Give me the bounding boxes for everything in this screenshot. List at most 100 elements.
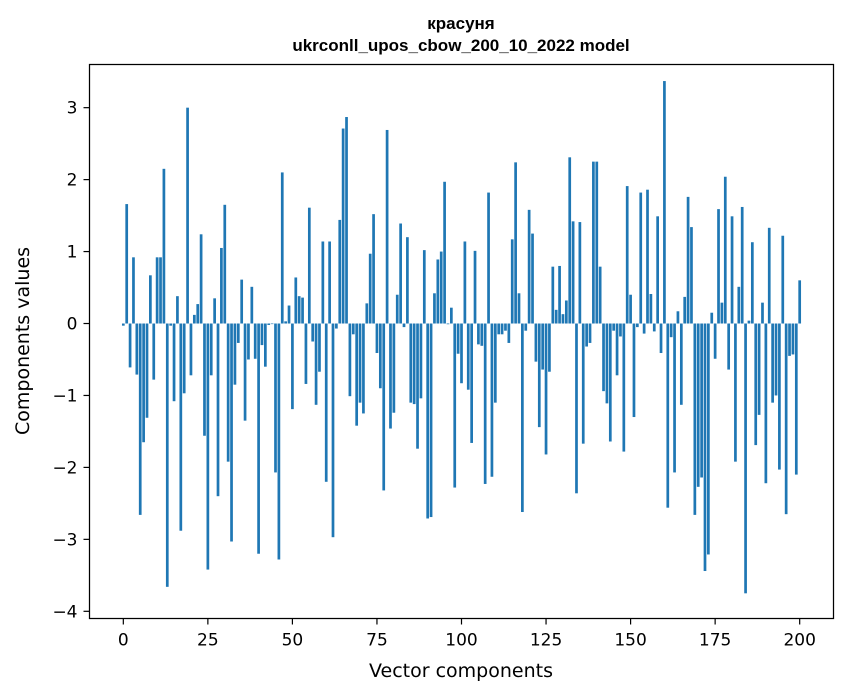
bar [602, 323, 605, 392]
bar [612, 323, 616, 331]
x-tick-label: 150 [614, 631, 646, 651]
bar [730, 216, 734, 324]
bar [294, 277, 298, 324]
bar [720, 302, 724, 324]
bar [192, 314, 196, 324]
bar [734, 323, 737, 462]
bar [470, 323, 473, 443]
bar [581, 323, 585, 444]
bar [216, 323, 220, 497]
bar [284, 321, 287, 324]
y-tick-label: −2 [52, 458, 77, 478]
bar [656, 216, 659, 324]
bar [605, 323, 609, 404]
bar [723, 176, 727, 324]
bar [446, 323, 450, 325]
bar [135, 323, 139, 375]
bar [223, 204, 227, 324]
bar [270, 323, 274, 325]
bar [608, 323, 612, 442]
bar [182, 323, 186, 394]
bar [450, 307, 453, 324]
bar [761, 302, 764, 324]
bar [419, 323, 423, 399]
bar [487, 192, 490, 324]
bar [335, 323, 338, 329]
bar [514, 162, 517, 324]
bar [707, 323, 710, 555]
bar [619, 323, 622, 337]
bar [649, 294, 653, 324]
bar [652, 323, 656, 332]
bar [328, 241, 331, 324]
bar [365, 303, 369, 324]
chart-subtitle: ukrconll_upos_cbow_200_10_2022 model [292, 36, 629, 55]
bar [460, 323, 463, 384]
bar [561, 314, 565, 324]
bar [480, 323, 484, 346]
bar [220, 247, 223, 324]
bar [287, 305, 291, 324]
bar [564, 300, 568, 324]
bar [341, 128, 345, 324]
bar [422, 250, 426, 324]
bar [713, 323, 717, 359]
bar [453, 323, 457, 488]
bar [554, 309, 558, 324]
bar [754, 323, 758, 446]
bar [463, 241, 467, 324]
bar [331, 323, 335, 538]
bar [314, 323, 318, 405]
y-axis-label: Components values [12, 247, 34, 435]
bars-group [121, 81, 802, 594]
y-tick-label: 1 [67, 243, 78, 263]
bar [176, 296, 179, 324]
bar [778, 323, 781, 470]
x-axis-label: Vector components [369, 660, 553, 682]
bar [152, 323, 156, 380]
bar [433, 293, 436, 324]
bar [345, 117, 348, 324]
x-tick-label: 200 [783, 631, 815, 651]
bar [541, 323, 545, 370]
bar [399, 223, 402, 324]
bar [355, 323, 359, 426]
bar [646, 189, 649, 324]
bar [169, 323, 173, 326]
bar [764, 323, 768, 484]
chart-title: красуня [427, 14, 494, 33]
bar [196, 304, 200, 324]
bar [524, 323, 528, 331]
bar [683, 296, 687, 324]
bar [162, 168, 166, 324]
bar [189, 323, 193, 376]
bar [277, 323, 281, 560]
bar [324, 323, 328, 482]
bar [142, 323, 145, 443]
bar [710, 312, 714, 324]
bar [378, 323, 382, 389]
bar [132, 257, 135, 324]
bar [243, 323, 247, 421]
bar [358, 323, 362, 403]
bar [696, 323, 700, 487]
bar [125, 204, 129, 324]
bar [774, 323, 778, 396]
bar [179, 323, 183, 531]
bar [784, 323, 788, 515]
bar [537, 323, 541, 428]
bar [338, 219, 342, 324]
bar [493, 323, 497, 403]
bar [280, 172, 284, 324]
bar [571, 221, 575, 324]
bar [497, 323, 501, 335]
bar [406, 237, 409, 324]
bar [750, 242, 754, 324]
bar [473, 250, 477, 324]
x-tick-label: 50 [282, 631, 304, 651]
bar [392, 323, 396, 413]
bar [615, 323, 619, 376]
bar [632, 323, 636, 418]
